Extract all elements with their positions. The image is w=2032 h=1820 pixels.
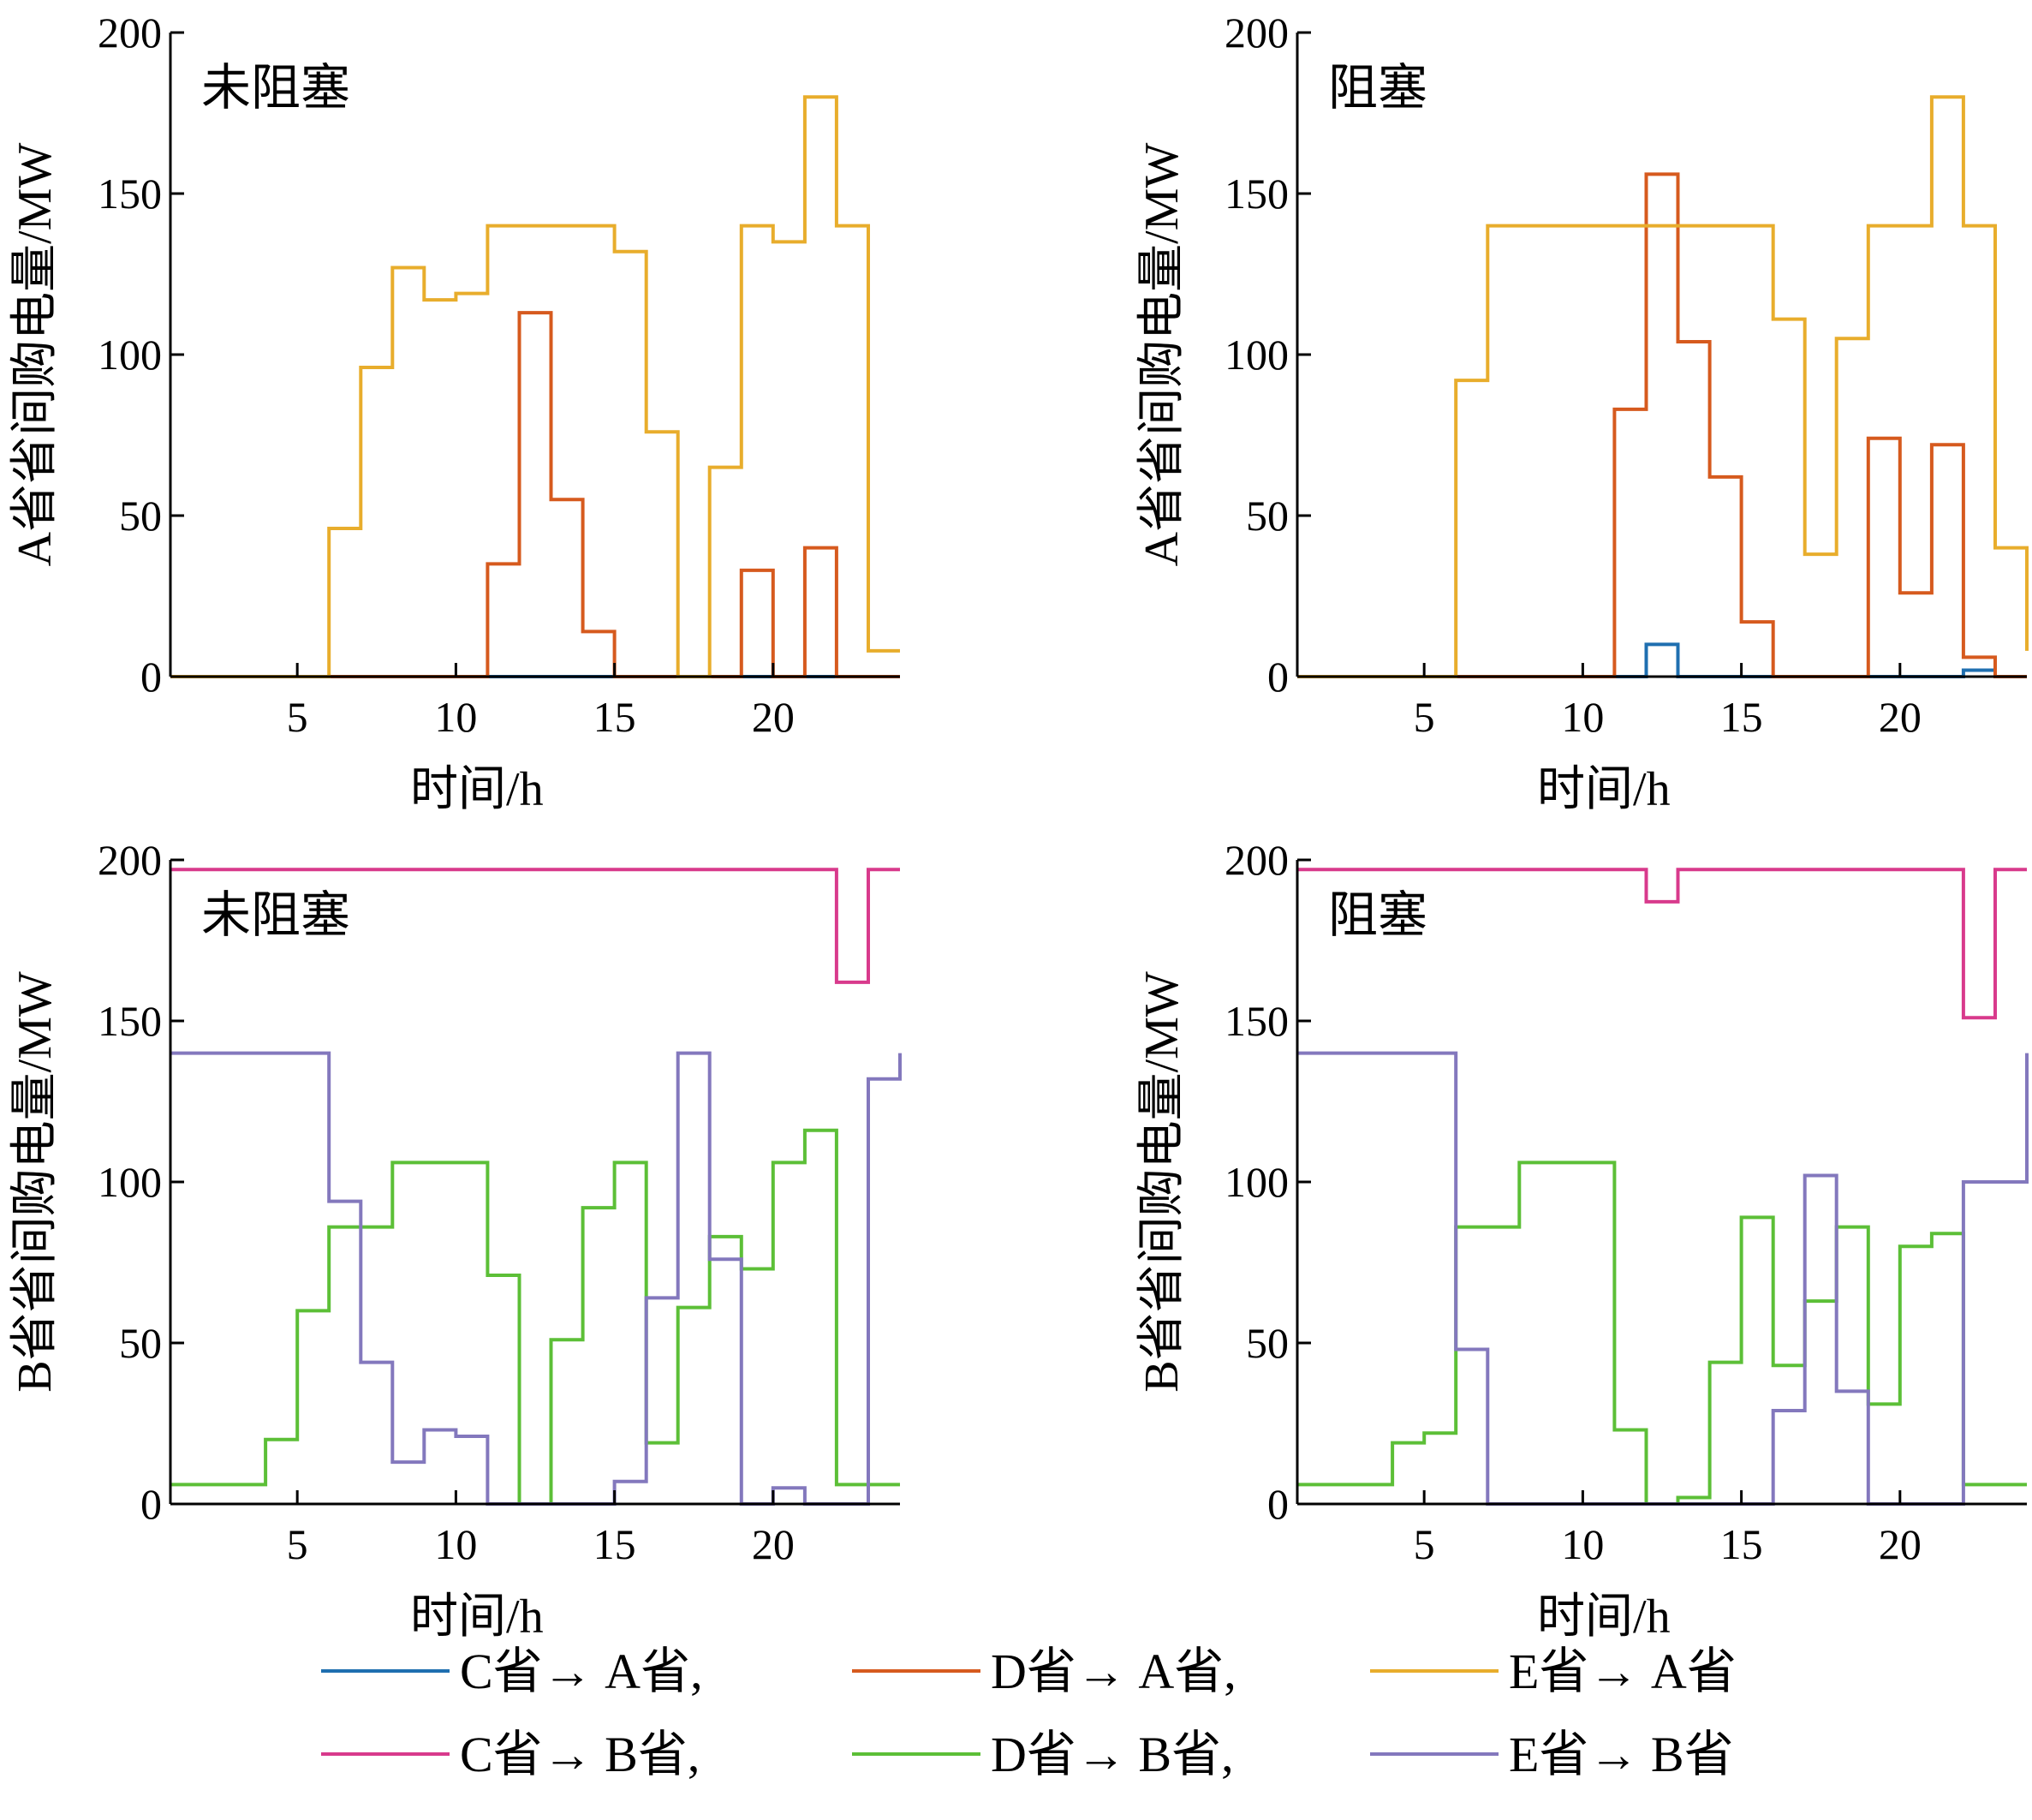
y-tick-label: 200 [98,9,162,57]
x-axis-title: 时间/h [410,763,544,816]
x-tick-label: 10 [1561,693,1604,741]
y-tick-label: 150 [1225,170,1289,218]
x-tick-label: 20 [1879,693,1922,741]
y-tick-label: 100 [98,1158,162,1206]
legend-label: D省→ B省, [991,1727,1234,1782]
y-tick-label: 100 [1225,331,1289,379]
series-line-2 [170,311,900,678]
panel-title: 未阻塞 [201,60,350,116]
x-tick-label: 10 [434,1520,477,1568]
series-line-2 [170,1128,900,1506]
legend-label: C省→ A省, [460,1644,703,1699]
legend-item-1: C省→ A省, [321,1644,703,1699]
y-tick-label: 150 [98,997,162,1045]
y-tick-label: 50 [119,1319,162,1367]
legend-label: D省→ A省, [991,1644,1236,1699]
legend: C省→ A省, D省→ A省, E省→ A省 C省→ B省, D省→ B省, E省→ B省 [321,1644,1737,1782]
y-tick-label: 50 [1246,1319,1289,1367]
x-axis-title: 时间/h [1537,763,1671,816]
chart-panel-4: 0 50 100 150 200 5 10 15 20 时间/h B省省间购电量/MW 阻塞 [1135,836,2029,1644]
x-tick-label: 15 [1720,693,1763,741]
x-tick-label: 15 [1720,1520,1763,1568]
panel-title: 阻塞 [1328,887,1427,943]
x-axis-title: 时间/h [410,1590,544,1644]
series-line-1 [170,868,900,984]
y-tick-label: 50 [119,492,162,540]
series-line-1 [1297,642,2027,678]
y-tick-label: 200 [1225,836,1289,884]
y-tick-label: 0 [1267,1480,1289,1528]
x-tick-label: 10 [434,693,477,741]
chart-panel-3: 0 50 100 150 200 5 10 15 20 时间/h B省省间购电量/MW 未阻塞 [9,836,902,1644]
x-tick-label: 5 [287,1520,308,1568]
y-tick-label: 150 [98,170,162,218]
chart-panel-2: 0 50 100 150 200 5 10 15 20 时间/h A省省间购电量/MW 阻塞 [1135,9,2029,816]
x-tick-label: 5 [287,693,308,741]
x-tick-label: 20 [752,693,795,741]
x-tick-label: 5 [1414,693,1435,741]
series-line-3 [170,1051,902,1506]
y-tick-label: 200 [98,836,162,884]
x-tick-label: 20 [1879,1520,1922,1568]
series-line-2 [1297,172,2027,678]
series-line-3 [1297,1051,2029,1506]
legend-item-5: D省→ B省, [852,1727,1234,1782]
y-tick-label: 150 [1225,997,1289,1045]
legend-item-6: E省→ B省 [1370,1727,1734,1782]
legend-label: E省→ A省 [1509,1644,1737,1699]
chart-panel-1: 0 50 100 150 200 5 10 15 20 时间/h A省省间购电量/MW 未阻塞 [9,9,900,816]
series-line-3 [1297,95,2029,678]
legend-item-4: C省→ B省, [321,1727,700,1782]
legend-label: E省→ B省 [1509,1727,1734,1782]
x-tick-label: 15 [593,1520,636,1568]
y-axis-title: A省省间购电量/MW [9,143,62,567]
series-line-2 [1297,1161,2027,1506]
x-axis-title: 时间/h [1537,1590,1671,1644]
x-tick-label: 20 [752,1520,795,1568]
x-tick-label: 10 [1561,1520,1604,1568]
y-tick-label: 50 [1246,492,1289,540]
panel-title: 未阻塞 [201,887,350,943]
y-axis-title: B省省间购电量/MW [9,971,62,1393]
y-tick-label: 0 [140,653,162,701]
y-tick-label: 0 [1267,653,1289,701]
y-tick-label: 100 [98,331,162,379]
y-tick-label: 0 [140,1480,162,1528]
legend-item-3: E省→ A省 [1370,1644,1737,1699]
legend-item-2: D省→ A省, [852,1644,1236,1699]
y-axis-title: A省省间购电量/MW [1135,143,1189,567]
panel-title: 阻塞 [1328,60,1427,116]
y-tick-label: 200 [1225,9,1289,57]
legend-label: C省→ B省, [460,1727,700,1782]
y-axis-title: B省省间购电量/MW [1135,971,1189,1393]
x-tick-label: 15 [593,693,636,741]
series-line-1 [1297,868,2027,1020]
x-tick-label: 5 [1414,1520,1435,1568]
y-tick-label: 100 [1225,1158,1289,1206]
series-line-3 [170,95,900,678]
